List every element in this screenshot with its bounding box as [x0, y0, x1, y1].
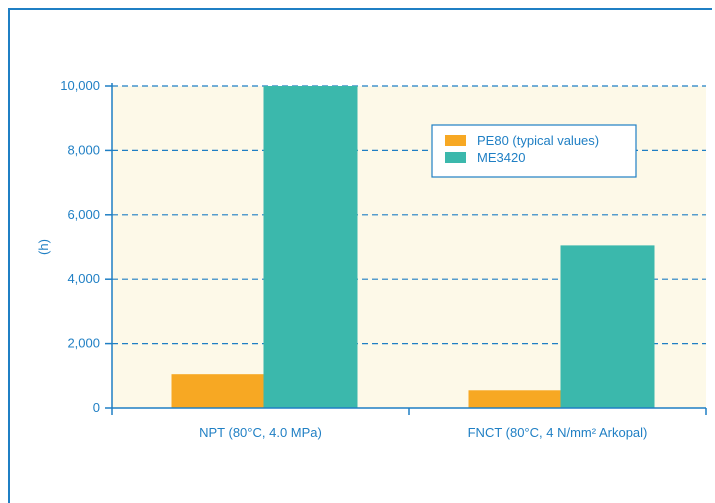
bar-me3420-1 [561, 245, 655, 408]
legend-label: ME3420 [477, 150, 525, 165]
category-labels: NPT (80°C, 4.0 MPa) FNCT (80°C, 4 N/mm² A… [199, 425, 647, 440]
y-tick-label: 2,000 [67, 336, 100, 351]
legend: PE80 (typical values) ME3420 [432, 125, 636, 177]
category-label: FNCT (80°C, 4 N/mm² Arkopal) [468, 425, 648, 440]
legend-label: PE80 (typical values) [477, 133, 599, 148]
y-tick-label: 4,000 [67, 271, 100, 286]
y-axis-label: (h) [36, 239, 51, 255]
bar-pe80-1 [469, 390, 563, 408]
bar-pe80-0 [172, 374, 266, 408]
y-tick-label: 6,000 [67, 207, 100, 222]
y-tick-label: 0 [93, 400, 100, 415]
legend-swatch [445, 135, 466, 146]
y-tick-labels: 0 2,000 4,000 6,000 8,000 10,000 [60, 78, 100, 415]
category-label: NPT (80°C, 4.0 MPa) [199, 425, 322, 440]
legend-swatch [445, 152, 466, 163]
y-tick-label: 8,000 [67, 142, 100, 157]
y-tick-label: 10,000 [60, 78, 100, 93]
bar-me3420-0 [264, 86, 358, 408]
